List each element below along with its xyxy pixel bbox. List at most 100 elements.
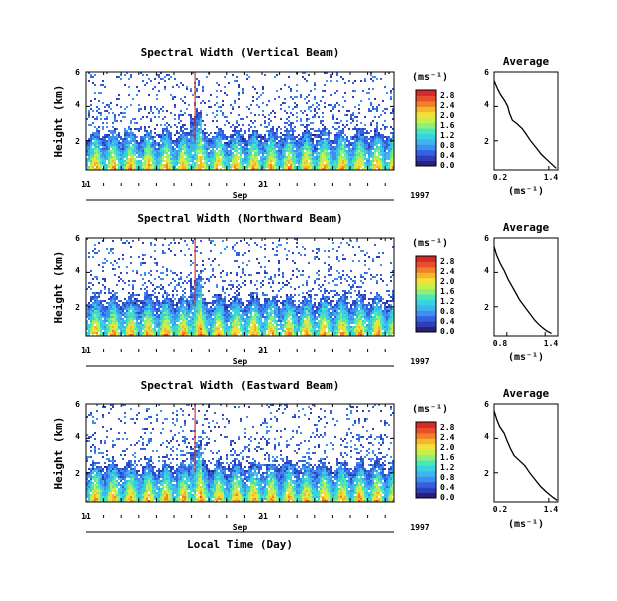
heatmap-cell xyxy=(216,152,218,154)
heatmap-cell xyxy=(306,126,308,128)
heatmap-cell xyxy=(132,330,134,332)
heatmap-cell xyxy=(88,316,90,318)
heatmap-cell xyxy=(256,104,258,106)
heatmap-cell xyxy=(116,152,118,154)
heatmap-cell xyxy=(266,158,268,160)
heatmap-cell xyxy=(290,162,292,164)
heatmap-cell xyxy=(130,304,132,306)
heatmap-cell xyxy=(96,130,98,132)
heatmap-cell xyxy=(124,140,126,142)
heatmap-cell xyxy=(98,108,100,110)
heatmap-cell xyxy=(202,302,204,304)
heatmap-cell xyxy=(390,138,392,140)
heatmap-cell xyxy=(182,290,184,292)
heatmap-cell xyxy=(154,86,156,88)
heatmap-cell xyxy=(90,152,92,154)
heatmap-cell xyxy=(320,122,322,124)
heatmap-cell xyxy=(252,132,254,134)
heatmap-cell xyxy=(154,78,156,80)
heatmap-cell xyxy=(166,330,168,332)
heatmap-cell xyxy=(196,314,198,316)
heatmap-cell xyxy=(118,266,120,268)
heatmap-cell xyxy=(138,104,140,106)
heatmap-cell xyxy=(150,142,152,144)
heatmap-cell xyxy=(250,144,252,146)
heatmap-cell xyxy=(242,150,244,152)
heatmap-cell xyxy=(160,162,162,164)
heatmap-cell xyxy=(386,162,388,164)
heatmap-cell xyxy=(354,116,356,118)
heatmap-cell xyxy=(124,298,126,300)
heatmap-cell xyxy=(352,136,354,138)
heatmap-cell xyxy=(334,128,336,130)
heatmap-cell xyxy=(364,168,366,170)
heatmap-cell xyxy=(190,134,192,136)
heatmap-cell xyxy=(274,152,276,154)
heatmap-cell xyxy=(130,104,132,106)
heatmap-cell xyxy=(140,136,142,138)
heatmap-cell xyxy=(318,156,320,158)
heatmap-cell xyxy=(312,152,314,154)
heatmap-cell xyxy=(180,302,182,304)
heatmap-cell xyxy=(110,334,112,336)
heatmap-cell xyxy=(136,164,138,166)
heatmap-cell xyxy=(106,110,108,112)
heatmap-cell xyxy=(164,134,166,136)
heatmap-cell xyxy=(190,118,192,120)
heatmap-cell xyxy=(208,152,210,154)
heatmap-cell xyxy=(140,108,142,110)
heatmap-cell xyxy=(186,136,188,138)
heatmap-cell xyxy=(356,156,358,158)
heatmap-cell xyxy=(162,158,164,160)
heatmap-cell xyxy=(238,134,240,136)
heatmap-cell xyxy=(118,320,120,322)
heatmap-cell xyxy=(160,304,162,306)
heatmap-cell xyxy=(166,318,168,320)
heatmap-cell xyxy=(182,312,184,314)
heatmap-cell xyxy=(140,330,142,332)
heatmap-cell xyxy=(172,300,174,302)
heatmap-cell xyxy=(350,164,352,166)
heatmap-cell xyxy=(284,152,286,154)
heatmap-cell xyxy=(96,148,98,150)
heatmap-cell xyxy=(358,108,360,110)
heatmap-cell xyxy=(214,136,216,138)
heatmap-cell xyxy=(390,112,392,114)
heatmap-cell xyxy=(136,136,138,138)
heatmap-cell xyxy=(90,76,92,78)
heatmap-cell xyxy=(170,164,172,166)
heatmap-cell xyxy=(266,156,268,158)
heatmap-cell xyxy=(148,306,150,308)
heatmap-cell xyxy=(278,126,280,128)
heatmap-cell xyxy=(198,140,200,142)
heatmap-cell xyxy=(292,132,294,134)
heatmap-cell xyxy=(160,278,162,280)
heatmap-cell xyxy=(304,158,306,160)
heatmap-cell xyxy=(352,128,354,130)
heatmap-cell xyxy=(132,334,134,336)
heatmap-cell xyxy=(174,312,176,314)
heatmap-cell xyxy=(192,136,194,138)
heatmap-cell xyxy=(190,322,192,324)
heatmap-cell xyxy=(132,98,134,100)
heatmap-cell xyxy=(100,292,102,294)
heatmap-cell xyxy=(332,164,334,166)
heatmap-cell xyxy=(162,330,164,332)
heatmap-cell xyxy=(96,292,98,294)
heatmap-cell xyxy=(134,322,136,324)
heatmap-cell xyxy=(174,166,176,168)
heatmap-cell xyxy=(258,142,260,144)
heatmap-cell xyxy=(212,310,214,312)
heatmap-cell xyxy=(96,334,98,336)
heatmap-cell xyxy=(178,150,180,152)
heatmap-cell xyxy=(322,160,324,162)
heatmap-cell xyxy=(92,296,94,298)
heatmap-cell xyxy=(260,150,262,152)
heatmap-cell xyxy=(232,140,234,142)
heatmap-cell xyxy=(170,314,172,316)
heatmap-cell xyxy=(86,164,88,166)
heatmap-cell xyxy=(98,316,100,318)
heatmap-cell xyxy=(104,278,106,280)
heatmap-cell xyxy=(212,162,214,164)
heatmap-cell xyxy=(284,164,286,166)
